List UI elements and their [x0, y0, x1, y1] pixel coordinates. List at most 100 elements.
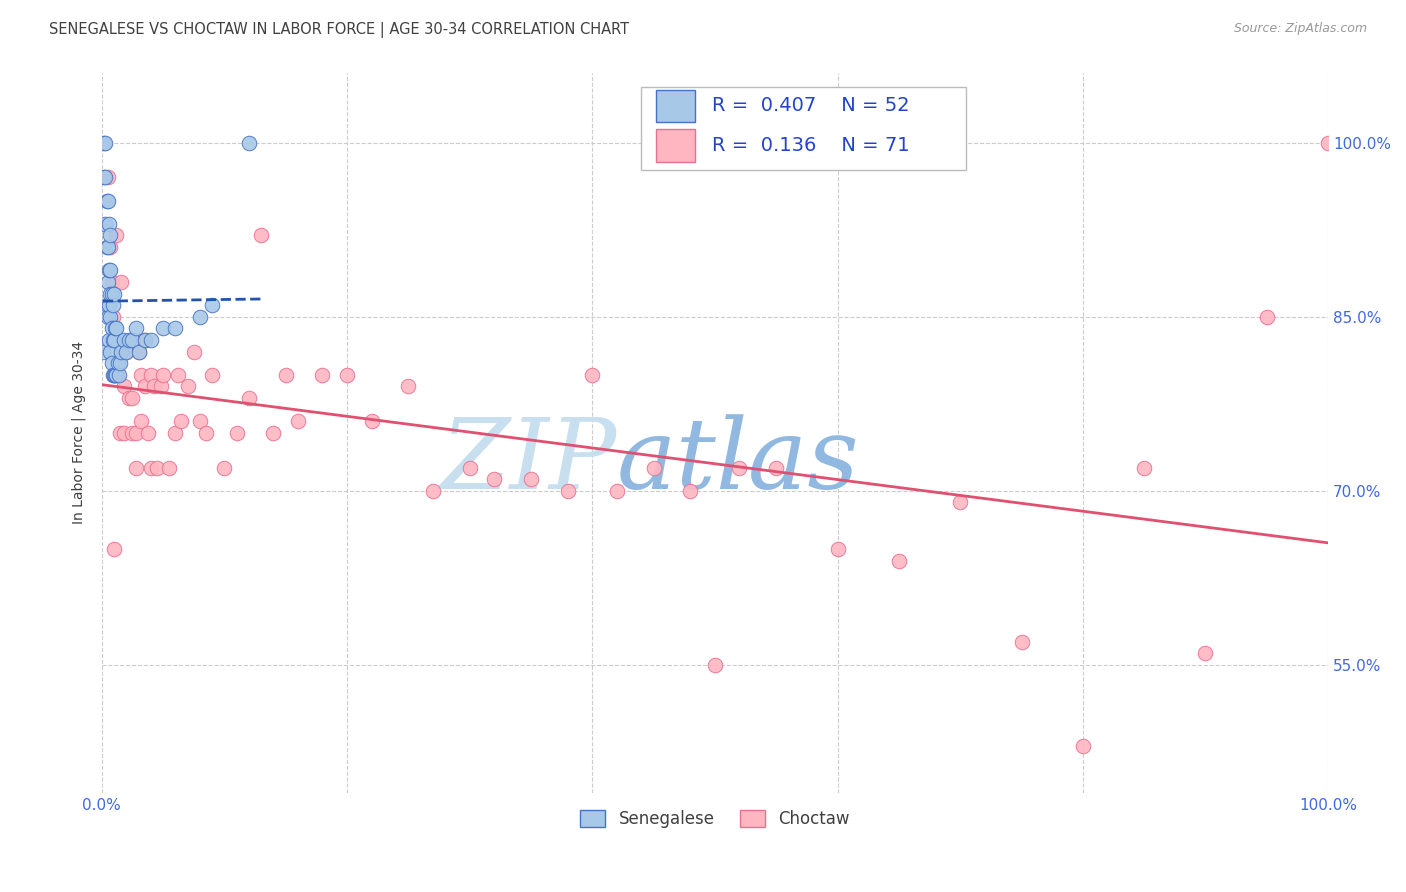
Point	[96, 240, 118, 254]
Text: R =  0.407    N = 52: R = 0.407 N = 52	[713, 96, 910, 115]
Point	[98, 298, 121, 312]
Point	[1133, 460, 1156, 475]
Point	[201, 298, 224, 312]
Text: atlas: atlas	[617, 414, 859, 509]
Point	[98, 333, 121, 347]
Point	[100, 275, 122, 289]
Point	[170, 414, 193, 428]
Point	[238, 136, 260, 150]
Point	[360, 414, 382, 428]
Point	[149, 379, 172, 393]
Point	[458, 460, 481, 475]
Point	[157, 460, 180, 475]
Point	[165, 321, 187, 335]
Point	[134, 379, 156, 393]
Point	[100, 356, 122, 370]
Point	[98, 310, 121, 324]
Point	[152, 321, 174, 335]
FancyBboxPatch shape	[657, 129, 696, 161]
Point	[1194, 646, 1216, 660]
Point	[94, 136, 117, 150]
Point	[121, 391, 143, 405]
Point	[101, 333, 124, 347]
Point	[112, 379, 135, 393]
Point	[98, 263, 121, 277]
Point	[679, 483, 702, 498]
Point	[166, 368, 188, 382]
Point	[91, 344, 114, 359]
Point	[94, 170, 117, 185]
Point	[165, 425, 187, 440]
Point	[194, 425, 217, 440]
Point	[557, 483, 579, 498]
Point	[104, 321, 127, 335]
Point	[188, 310, 211, 324]
Point	[121, 333, 143, 347]
Point	[125, 321, 148, 335]
Point	[139, 333, 162, 347]
Point	[104, 368, 127, 382]
Point	[110, 275, 132, 289]
Point	[396, 379, 419, 393]
Point	[98, 240, 121, 254]
Point	[108, 356, 131, 370]
Point	[115, 344, 138, 359]
Point	[139, 460, 162, 475]
Point	[97, 240, 120, 254]
Point	[134, 333, 156, 347]
Point	[98, 228, 121, 243]
Point	[97, 170, 120, 185]
Point	[100, 321, 122, 335]
Point	[1256, 310, 1278, 324]
Text: ZIP: ZIP	[440, 414, 617, 509]
Point	[703, 657, 725, 672]
Point	[108, 425, 131, 440]
Point	[105, 228, 128, 243]
Point	[1011, 634, 1033, 648]
Point	[97, 310, 120, 324]
Point	[125, 425, 148, 440]
Point	[107, 356, 129, 370]
Point	[129, 368, 152, 382]
Point	[152, 368, 174, 382]
Point	[108, 368, 131, 382]
Point	[606, 483, 628, 498]
Text: R =  0.136    N = 71: R = 0.136 N = 71	[713, 136, 910, 155]
Point	[146, 460, 169, 475]
Point	[112, 333, 135, 347]
Point	[97, 275, 120, 289]
Point	[110, 344, 132, 359]
Point	[128, 344, 150, 359]
Point	[96, 298, 118, 312]
Point	[581, 368, 603, 382]
Text: SENEGALESE VS CHOCTAW IN LABOR FORCE | AGE 30-34 CORRELATION CHART: SENEGALESE VS CHOCTAW IN LABOR FORCE | A…	[49, 22, 630, 38]
Point	[887, 553, 910, 567]
Point	[94, 217, 117, 231]
Point	[115, 344, 138, 359]
Legend: Senegalese, Choctaw: Senegalese, Choctaw	[574, 803, 856, 835]
Point	[250, 228, 273, 243]
Point	[949, 495, 972, 509]
Point	[93, 136, 115, 150]
Point	[643, 460, 665, 475]
Point	[101, 368, 124, 382]
Point	[100, 286, 122, 301]
Point	[98, 344, 121, 359]
FancyBboxPatch shape	[657, 90, 696, 122]
Point	[134, 333, 156, 347]
Point	[1071, 739, 1094, 754]
Point	[103, 368, 125, 382]
Y-axis label: In Labor Force | Age 30-34: In Labor Force | Age 30-34	[72, 342, 86, 524]
Point	[262, 425, 284, 440]
Point	[101, 298, 124, 312]
Point	[728, 460, 751, 475]
Point	[139, 368, 162, 382]
Point	[103, 286, 125, 301]
FancyBboxPatch shape	[641, 87, 966, 170]
Point	[188, 414, 211, 428]
Point	[238, 391, 260, 405]
Point	[125, 460, 148, 475]
Point	[105, 321, 128, 335]
Point	[105, 368, 128, 382]
Point	[827, 541, 849, 556]
